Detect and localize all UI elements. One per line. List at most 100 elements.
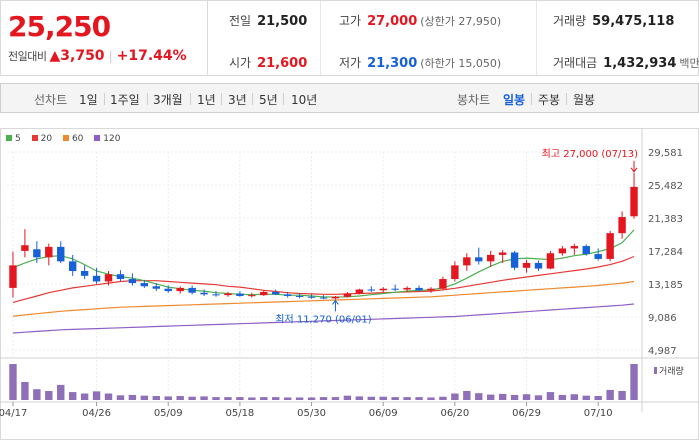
x-tick-label: 05/30	[297, 408, 326, 419]
volume-bar	[224, 397, 232, 400]
candle-chart-label: 봉차트	[457, 93, 491, 107]
candle-body	[272, 291, 280, 295]
legend-ma20: 20	[31, 134, 52, 144]
volume-bar	[236, 397, 244, 400]
volume-bar	[463, 391, 471, 400]
candle-body	[487, 254, 495, 262]
candle-body	[9, 265, 17, 288]
volume-bar	[391, 397, 399, 400]
ma-legend: 5 20 60 120	[6, 134, 128, 144]
candle-body	[475, 257, 483, 262]
period-5year[interactable]: 5년	[259, 93, 278, 107]
volume-bar	[248, 397, 256, 400]
period-separator	[147, 93, 148, 105]
volume-bar	[475, 393, 483, 400]
candle-body	[403, 287, 411, 290]
volume-bar	[152, 396, 160, 400]
stats-divider	[536, 1, 537, 75]
candlestick-chart[interactable]: 29,581 25,482 21,383 17,284 13,185 9,086 4,987…	[0, 128, 699, 440]
change-percent: +17.44%	[116, 48, 187, 64]
volume-bar	[68, 392, 77, 400]
candle-body	[367, 289, 375, 291]
candle-body	[594, 254, 602, 259]
volume-bar	[57, 384, 65, 400]
volume-bar	[200, 396, 208, 400]
price-stats: 전일 21,500 고가 27,000 (상한가 27,950) 거래량 59,475,…	[207, 0, 699, 76]
price-summary: 25,250 전일대비 ▲3,750 | +17.44%	[0, 0, 207, 76]
volume-bar	[582, 395, 590, 400]
volume-bar	[9, 364, 17, 400]
candle-body	[21, 245, 29, 251]
period-separator	[566, 93, 567, 105]
candle-body	[176, 287, 184, 292]
volume-bar	[33, 389, 41, 400]
volume-bar	[630, 364, 638, 400]
candle-body	[140, 283, 149, 287]
candle-daily[interactable]: 일봉	[503, 93, 526, 107]
x-tick-label: 07/10	[584, 408, 613, 419]
candle-body	[80, 270, 89, 276]
ma60-line	[12, 280, 635, 317]
volume-bar	[558, 394, 567, 400]
volume-bar	[164, 396, 172, 400]
period-separator	[283, 93, 284, 105]
candle-body	[236, 293, 244, 296]
volume-bar	[307, 397, 316, 400]
candle-body	[283, 294, 292, 296]
ma20-line	[12, 255, 635, 303]
candle-body	[331, 296, 340, 299]
period-1week[interactable]: 1주일	[110, 93, 140, 107]
candle-monthly[interactable]: 월봉	[573, 93, 596, 107]
candle-body	[224, 293, 232, 296]
candle-body	[463, 257, 471, 266]
candle-weekly[interactable]: 주봉	[538, 93, 561, 107]
volume-bar	[295, 397, 304, 400]
volume-bar	[272, 397, 280, 400]
volume-bar	[260, 397, 268, 400]
y-tick-label: 21,383	[648, 214, 683, 225]
candle-body	[188, 287, 196, 293]
max-price-annotation: 최고 27,000 (07/13)	[542, 148, 638, 160]
period-3year[interactable]: 3년	[228, 93, 247, 107]
period-3month[interactable]: 3개월	[153, 93, 183, 107]
candle-body	[116, 274, 125, 280]
candle-body	[558, 248, 567, 254]
stat-volume: 거래량 59,475,118	[553, 14, 675, 29]
y-tick-label: 29,581	[648, 148, 683, 159]
volume-bar	[45, 391, 53, 400]
x-tick-label: 04/17	[0, 408, 27, 419]
stat-open: 시가 21,600	[229, 56, 308, 71]
volume-bar	[116, 395, 125, 400]
volume-bar	[594, 396, 602, 400]
volume-bar	[355, 396, 364, 400]
chart-period-bar: 선차트 1일 1주일 3개월 1년 3년 5년 10년 봉차트 일봉 주봉 월봉	[0, 83, 699, 113]
candle-body	[295, 295, 304, 297]
volume-bar	[188, 396, 196, 400]
y-tick-label: 4,987	[648, 346, 677, 357]
candle-body	[319, 297, 328, 299]
period-separator	[221, 93, 222, 105]
volume-legend-swatch	[654, 367, 657, 374]
volume-bar	[92, 391, 101, 400]
change-amount: 3,750	[60, 48, 105, 64]
ma120-line	[12, 303, 635, 334]
legend-ma120: 120	[94, 134, 120, 144]
volume-bar	[534, 395, 543, 400]
volume-bar	[487, 394, 495, 400]
candle-body	[33, 249, 41, 258]
up-triangle-icon: ▲	[49, 48, 61, 64]
period-10year[interactable]: 10년	[291, 93, 318, 107]
volume-bar	[439, 396, 447, 400]
max-arrow-head	[630, 167, 638, 173]
candle-body	[128, 279, 137, 284]
stat-amount: 거래대금 1,432,934 백만	[553, 56, 699, 71]
candle-body	[391, 288, 399, 290]
candle-body	[510, 252, 519, 268]
period-1year[interactable]: 1년	[197, 93, 216, 107]
y-tick-label: 9,086	[648, 313, 677, 324]
volume-bar	[498, 393, 507, 400]
period-1day[interactable]: 1일	[79, 93, 98, 107]
line-chart-label: 선차트	[34, 93, 68, 107]
volume-bar	[570, 394, 579, 400]
change-divider: |	[108, 49, 113, 63]
